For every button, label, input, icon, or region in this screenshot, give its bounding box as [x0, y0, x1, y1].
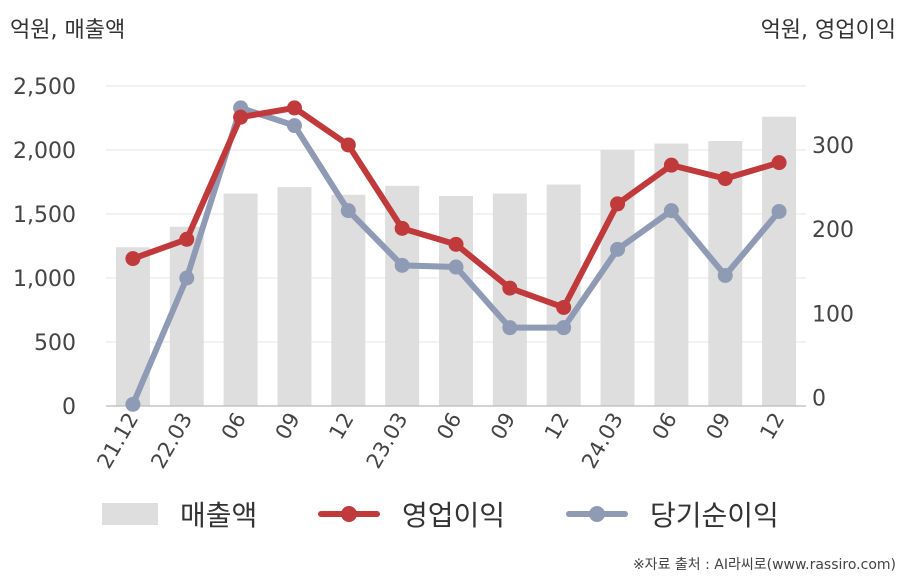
x-tick-label: 09: [701, 409, 735, 444]
point-net-income: [340, 203, 356, 219]
right-axis-unit: 억원, 영업이익: [760, 18, 896, 43]
point-operating-profit: [286, 100, 302, 116]
x-tick-label: 24.03: [577, 409, 628, 473]
source-note: ※자료 출처 : AI라씨로(www.rassiro.com): [632, 557, 896, 573]
y-left-tick-label: 1,500: [13, 203, 76, 228]
point-operating-profit: [448, 236, 464, 252]
bar-revenue: [439, 196, 473, 406]
point-operating-profit: [233, 109, 249, 125]
x-tick-label: 06: [648, 409, 682, 444]
y-right-tick-label: 0: [812, 387, 826, 412]
bar-revenue: [654, 143, 689, 406]
legend-label-revenue: 매출액: [180, 499, 258, 532]
point-operating-profit: [179, 231, 195, 247]
x-tick-label: 12: [755, 409, 789, 444]
point-net-income: [663, 203, 679, 219]
x-tick-label: 06: [217, 409, 251, 444]
bar-revenue: [169, 226, 204, 406]
legend-item-revenue: 매출액: [102, 492, 257, 536]
point-operating-profit: [502, 280, 518, 296]
y-left-tick-label: 2,500: [13, 75, 76, 100]
legend-item-net-income: 당기순이익: [566, 492, 779, 536]
y-left-tick-label: 0: [62, 395, 76, 420]
point-net-income: [179, 270, 195, 286]
legend-item-operating-profit: 영업이익: [318, 492, 505, 536]
point-operating-profit: [340, 137, 356, 153]
bar-revenue: [223, 193, 258, 406]
y-right-tick-label: 300: [812, 134, 854, 159]
bar-revenue: [546, 184, 581, 406]
y-left-tick-label: 500: [34, 331, 76, 356]
legend-label-operating-profit: 영업이익: [402, 499, 506, 532]
x-tick-label: 12: [324, 409, 358, 444]
point-operating-profit: [610, 196, 626, 212]
y-right-tick-label: 200: [812, 218, 854, 243]
bar-revenue: [331, 194, 366, 406]
point-operating-profit: [771, 155, 787, 171]
bar-revenue: [385, 185, 420, 406]
point-net-income: [394, 257, 410, 273]
legend-label-net-income: 당기순이익: [650, 499, 779, 532]
point-net-income: [556, 320, 572, 336]
x-tick-label: 22.03: [146, 409, 197, 473]
bar-revenue: [277, 187, 312, 406]
point-net-income: [286, 118, 302, 134]
point-net-income: [125, 396, 141, 412]
x-tick-label: 21.12: [92, 409, 143, 473]
point-operating-profit: [394, 220, 410, 236]
x-tick-label: 09: [271, 409, 305, 444]
point-net-income: [717, 267, 733, 283]
point-operating-profit: [663, 157, 679, 173]
point-operating-profit: [125, 251, 141, 267]
point-net-income: [502, 320, 518, 336]
y-right-tick-label: 100: [812, 302, 854, 327]
point-net-income: [771, 203, 787, 219]
x-tick-label: 23.03: [362, 409, 413, 473]
legend-swatch-revenue: [102, 503, 158, 525]
legend-swatch-operating-profit: [318, 503, 380, 525]
point-operating-profit: [717, 171, 733, 187]
point-operating-profit: [556, 299, 572, 315]
x-tick-label: 06: [432, 409, 466, 444]
point-net-income: [610, 241, 626, 257]
y-left-tick-label: 2,000: [13, 139, 76, 164]
bar-revenue: [492, 193, 527, 406]
legend-swatch-net-income: [566, 503, 628, 525]
x-tick-label: 12: [540, 409, 574, 444]
y-left-tick-label: 1,000: [13, 267, 76, 292]
bar-revenue: [600, 150, 635, 406]
left-axis-unit: 억원, 매출액: [10, 18, 126, 43]
x-tick-label: 09: [486, 409, 520, 444]
legend: 매출액 영업이익 당기순이익: [0, 492, 908, 536]
point-net-income: [448, 259, 464, 275]
